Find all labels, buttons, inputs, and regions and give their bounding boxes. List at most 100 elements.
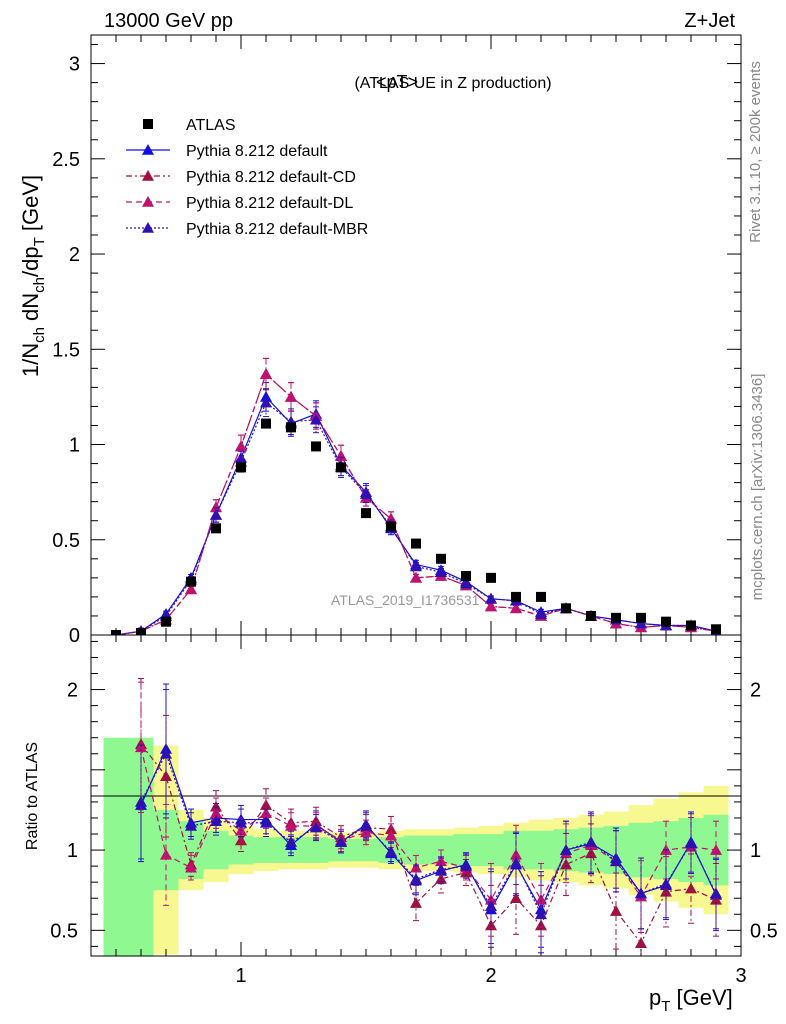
ratio-point-dotted xyxy=(410,872,422,884)
ratio-point-dash-dot xyxy=(635,937,647,948)
ratio-point-dashed xyxy=(360,826,372,838)
energy-label: 13000 GeV pp xyxy=(104,10,233,32)
legend-marker-dashed xyxy=(142,196,154,207)
ratio-y-tick-label: 1 xyxy=(67,840,78,862)
y-tick-label: 0 xyxy=(69,625,80,647)
ratio-point-dashed xyxy=(160,848,172,860)
mc-point-dashed xyxy=(385,512,397,524)
ratio-point-dashed xyxy=(285,819,297,831)
ratio-point-dotted xyxy=(660,877,672,889)
ratio-point-dash-dot xyxy=(160,770,172,782)
atlas-point xyxy=(586,610,596,621)
atlas-point xyxy=(561,603,571,614)
atlas-point xyxy=(186,576,196,587)
mc-point-dotted xyxy=(210,509,222,520)
inner-band-bin xyxy=(528,830,554,870)
ratio-point-dashed xyxy=(385,829,397,841)
observable-title: <pT> xyxy=(376,72,418,92)
inner-band-bin xyxy=(103,737,129,956)
atlas-point xyxy=(286,422,296,433)
atlas-point xyxy=(311,441,321,452)
ratio-y-tick-label: 0.5 xyxy=(50,920,78,942)
legend-marker-solid xyxy=(142,144,154,155)
mc-point-dotted xyxy=(360,488,372,499)
ratio-point-dotted xyxy=(635,887,647,899)
mc-point-dotted xyxy=(260,396,272,408)
y-axis-title: 1/Nch dNch/dpT [GeV] xyxy=(18,175,48,377)
ratio-point-dashed xyxy=(260,807,272,818)
mc-point-dotted xyxy=(485,592,497,604)
ratio-point-dotted xyxy=(610,855,622,867)
ratio-point-dashed xyxy=(185,861,197,873)
ratio-point-dotted xyxy=(460,860,472,871)
y-tick-label: 0.5 xyxy=(52,530,80,552)
ratio-point-dotted xyxy=(385,845,397,857)
ratio-point-dotted xyxy=(335,836,347,847)
legend: ATLAS Pythia 8.212 default Pythia 8.212 de… xyxy=(126,117,368,238)
mc-point-dashed xyxy=(185,583,197,595)
atlas-point xyxy=(436,553,446,564)
mc-point-dotted xyxy=(410,560,422,572)
inner-band-bin xyxy=(253,837,279,863)
ratio-point-dotted xyxy=(710,887,722,899)
atlas-point xyxy=(661,616,671,627)
rivet-version-label: Rivet 3.1.10, ≥ 200k events xyxy=(747,61,764,243)
y-tick-label: 1 xyxy=(69,435,80,457)
ratio-point-dotted xyxy=(585,836,597,847)
x-tick-label: 1 xyxy=(235,965,246,987)
ratio-line-dash-dot xyxy=(140,743,717,945)
axis-ticks: 1 2 3 0 0.5 1 1.5 2 2.5 3 0.5 0.5 1 1 2 2 xyxy=(50,35,778,987)
analysis-watermark: ATLAS_2019_I1736531 xyxy=(331,592,480,608)
legend-label: Pythia 8.212 default xyxy=(186,143,328,160)
mc-point-dotted xyxy=(635,617,647,629)
mc-point-dashed xyxy=(410,571,422,583)
ratio-point-dashed xyxy=(535,893,547,905)
atlas-point xyxy=(486,572,496,583)
ratio-series xyxy=(135,677,722,956)
atlas-point xyxy=(261,418,271,429)
ratio-point-dotted xyxy=(535,908,547,920)
atlas-point xyxy=(461,570,471,581)
atlas-point xyxy=(686,620,696,631)
mc-point-dashed xyxy=(485,600,497,612)
legend-label: Pythia 8.212 default-DL xyxy=(186,195,353,212)
inner-band-bin xyxy=(303,837,329,863)
mc-point-dotted xyxy=(535,608,547,619)
inner-band-bin xyxy=(203,830,229,870)
y-tick-label: 2 xyxy=(69,244,80,266)
ratio-point-dash-dot xyxy=(210,800,222,812)
legend-marker-dash-dot xyxy=(142,170,154,181)
ratio-point-dashed xyxy=(410,861,422,873)
ratio-y-tick-label-right: 1 xyxy=(750,840,761,862)
ratio-point-dotted xyxy=(235,816,247,828)
ratio-point-dash-dot xyxy=(410,897,422,908)
mc-point-dashed xyxy=(335,449,347,461)
ratio-y-tick-label: 2 xyxy=(67,680,78,702)
mc-point-solid xyxy=(260,390,272,402)
main-series xyxy=(111,357,722,635)
ratio-point-dashed xyxy=(510,848,522,860)
ratio-point-dotted xyxy=(185,819,197,831)
ratio-point-dash-dot xyxy=(610,905,622,916)
ratio-point-dash-dot xyxy=(685,882,697,894)
atlas-point xyxy=(236,462,246,473)
mc-point-dashed xyxy=(235,440,247,452)
atlas-point xyxy=(611,612,621,623)
atlas-point xyxy=(411,538,421,549)
ratio-point-dotted xyxy=(685,837,697,849)
y-tick-label: 1.5 xyxy=(52,339,80,361)
mcplots-label: mcplots.cern.ch [arXiv:1306.3436] xyxy=(749,374,766,601)
ratio-line-dashed xyxy=(140,747,717,902)
observable-subtitle: (ATLAS UE in Z production) xyxy=(354,75,551,92)
process-label: Z+Jet xyxy=(684,10,735,32)
mc-point-dashed xyxy=(510,602,522,614)
ratio-point-dotted xyxy=(560,844,572,855)
ratio-point-dashed xyxy=(710,844,722,855)
ratio-axis-title: Ratio to ATLAS xyxy=(24,742,41,850)
atlas-point xyxy=(511,591,521,602)
ratio-point-dash-dot xyxy=(510,892,522,904)
atlas-point xyxy=(711,624,721,635)
legend-label: Pythia 8.212 default-CD xyxy=(186,169,356,186)
ratio-point-dotted xyxy=(210,815,222,826)
